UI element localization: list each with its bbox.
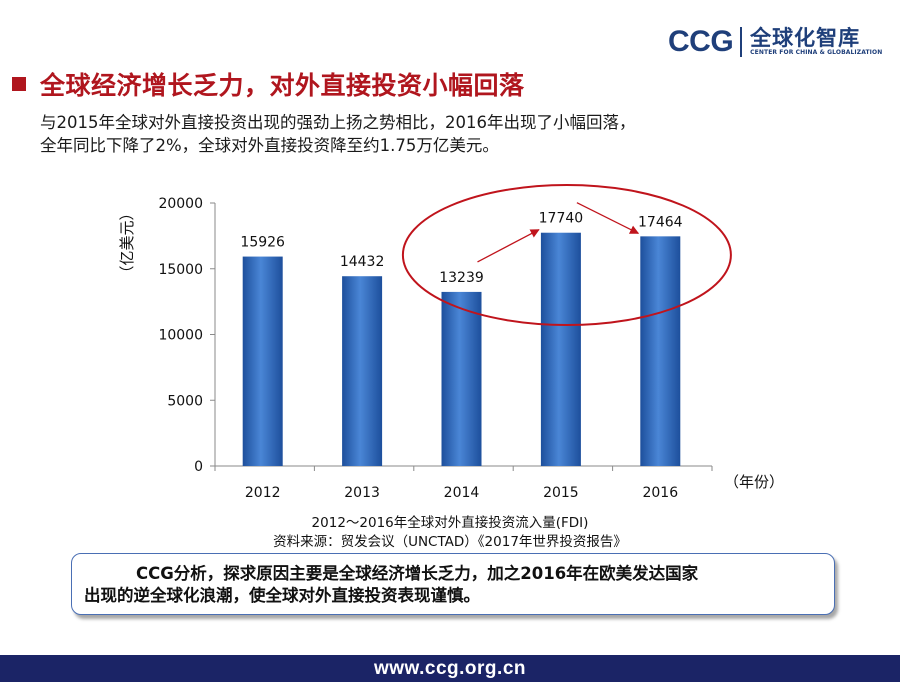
ccg-logo: CCG 全球化智库 CENTER FOR CHINA & GLOBALIZATI… — [668, 24, 882, 60]
chart-bars — [242, 232, 681, 466]
data-label: 13239 — [439, 270, 484, 286]
bar-2016 — [640, 236, 681, 466]
trend-arrow — [477, 229, 540, 263]
chart-axes: 0 5000 10000 15000 20000 （亿美元） （年份） 2012 2013 201… — [118, 196, 784, 501]
highlight-ellipse — [401, 184, 732, 326]
logo-name-en: CENTER FOR CHINA & GLOBALIZATION — [750, 49, 883, 56]
logo-brand: CCG — [668, 25, 734, 58]
chart-caption-source: 资料来源：贸发会议（UNCTAD）《2017年世界投资报告》 — [273, 534, 627, 550]
intro-line-1: 与2015年全球对外直接投资出现的强劲上扬之势相比，2016年出现了小幅回落， — [40, 113, 636, 132]
chart-annotations — [401, 184, 732, 326]
y-axis-label: （亿美元） — [118, 205, 136, 280]
intro-paragraph: 与2015年全球对外直接投资出现的强劲上扬之势相比，2016年出现了小幅回落， … — [40, 111, 880, 157]
chart-data-labels: 15926 14432 13239 17740 17464 — [240, 211, 682, 286]
trend-arrow — [576, 202, 640, 234]
analysis-line-1: CCG分析，探求原因主要是全球经济增长乏力，加之2016年在欧美发达国家 — [136, 564, 699, 583]
data-label: 14432 — [340, 254, 385, 270]
x-tick-label: 2014 — [444, 485, 480, 501]
fdi-bar-chart: 0 5000 10000 15000 20000 （亿美元） （年份） 2012 2013 201… — [118, 184, 784, 501]
data-label: 17740 — [539, 211, 584, 227]
y-tick-label: 10000 — [158, 328, 203, 344]
bar-2013 — [342, 276, 383, 466]
y-tick-label: 20000 — [158, 196, 203, 212]
chart-caption-title: 2012～2016年全球对外直接投资流入量(FDI) — [311, 515, 589, 531]
title-bullet-square — [12, 77, 26, 91]
analysis-box: CCG分析，探求原因主要是全球经济增长乏力，加之2016年在欧美发达国家 出现的… — [71, 553, 835, 615]
x-tick-label: 2013 — [344, 485, 380, 501]
footer-url[interactable]: www.ccg.org.cn — [374, 657, 526, 679]
x-axis-label: （年份） — [724, 473, 784, 491]
x-tick-label: 2015 — [543, 485, 579, 501]
y-tick-label: 5000 — [167, 393, 203, 409]
y-tick-label: 0 — [194, 459, 203, 475]
data-label: 17464 — [638, 214, 683, 230]
logo-name-cn: 全球化智库 — [750, 26, 861, 50]
bar-2015 — [540, 232, 581, 466]
x-tick-label: 2012 — [245, 485, 281, 501]
x-tick-label: 2016 — [642, 485, 678, 501]
slide-title-row: 全球经济增长乏力，对外直接投资小幅回落 — [12, 66, 525, 102]
logo-separator — [740, 27, 743, 57]
intro-line-2: 全年同比下降了2%，全球对外直接投资降至约1.75万亿美元。 — [40, 136, 499, 155]
slide-title: 全球经济增长乏力，对外直接投资小幅回落 — [40, 71, 525, 100]
footer-bar: www.ccg.org.cn — [0, 655, 900, 682]
analysis-line-2: 出现的逆全球化浪潮，使全球对外直接投资表现谨慎。 — [84, 586, 480, 605]
logo-text-block: 全球化智库 CENTER FOR CHINA & GLOBALIZATION — [750, 27, 882, 57]
bar-2012 — [242, 256, 283, 466]
y-tick-label: 15000 — [158, 262, 203, 278]
bar-2014 — [441, 291, 482, 466]
data-label: 15926 — [240, 235, 285, 251]
